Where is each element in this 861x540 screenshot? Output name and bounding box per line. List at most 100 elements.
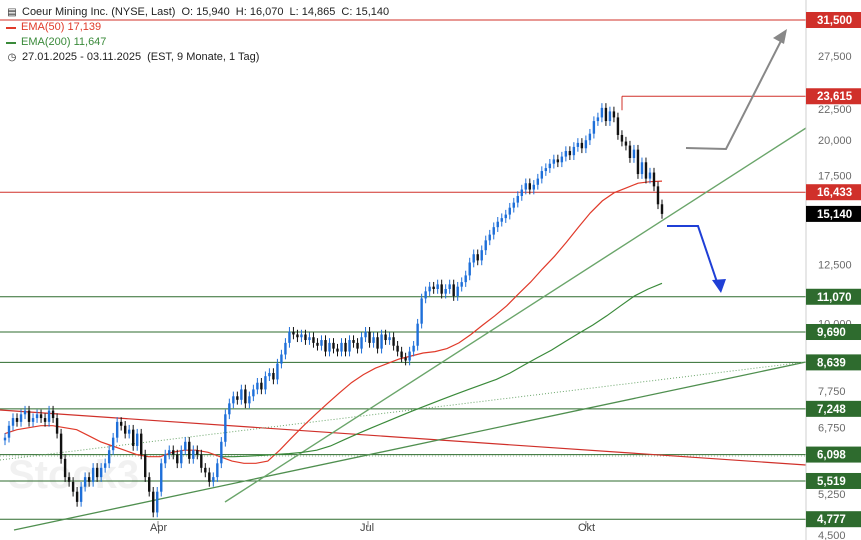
ema200-value: 11,647	[73, 36, 107, 48]
candle-body	[464, 275, 467, 283]
candle-body	[608, 111, 612, 122]
period-detail: (EST, 9 Monate, 1 Tag)	[147, 51, 260, 63]
candle-body	[87, 477, 91, 482]
candle-body	[67, 477, 71, 482]
candle-body	[336, 348, 339, 352]
candle-body	[164, 454, 167, 464]
candle-body	[272, 372, 275, 380]
price-level-label: 9,690	[817, 327, 846, 339]
candle-body	[115, 421, 119, 438]
price-level-label: 23,615	[817, 91, 853, 103]
candle-body	[412, 345, 415, 352]
candle-body	[71, 481, 75, 492]
candle-body	[63, 458, 67, 478]
candle-body	[496, 221, 499, 228]
candle-body	[292, 331, 295, 335]
ema200-line	[220, 282, 663, 458]
candle-body	[508, 207, 511, 215]
candle-body	[612, 111, 616, 118]
candle-body	[248, 396, 251, 404]
candle-body	[260, 382, 263, 390]
price-level-badge	[806, 511, 861, 528]
price-level-badge	[806, 324, 861, 341]
y-tick-label: 7,750	[818, 386, 846, 398]
candle-body	[320, 340, 323, 346]
candle-body	[572, 146, 576, 156]
candle-body	[47, 410, 51, 422]
candle-body	[372, 337, 375, 343]
candle-body	[196, 450, 199, 455]
ema200-label: EMA(200)	[21, 36, 71, 48]
clock-icon: ◷	[7, 52, 17, 63]
legend-ema50-row[interactable]: EMA(50) 17,139	[6, 20, 389, 35]
candle-body	[592, 121, 596, 134]
candle-body	[584, 140, 588, 149]
candle-body	[548, 163, 552, 169]
candle-body	[340, 342, 343, 352]
ema200-swatch	[6, 41, 16, 44]
candle-body	[3, 437, 7, 441]
candle-body	[23, 410, 27, 415]
candle-body	[396, 345, 399, 352]
legend-period-row: ◷ 27.01.2025 - 03.11.2025 (EST, 9 Monate…	[6, 50, 389, 65]
candle-body	[476, 254, 479, 261]
candle-body	[135, 433, 139, 446]
candle-body	[188, 441, 191, 459]
candle-body	[332, 342, 335, 349]
price-level-badge	[806, 354, 861, 371]
candle-body	[316, 342, 319, 346]
candle-body	[644, 162, 648, 179]
candle-body	[444, 288, 447, 294]
y-tick-label: 6,750	[818, 423, 846, 435]
candle-body	[59, 433, 63, 459]
candle-body	[296, 334, 299, 338]
close-value: 15,140	[355, 6, 390, 18]
candle-body	[628, 145, 632, 159]
scenario-up-arrowhead	[773, 29, 787, 44]
candle-body	[111, 437, 115, 451]
y-tick-label: 22,500	[818, 104, 852, 116]
candle-body	[212, 477, 215, 482]
candle-body	[468, 262, 471, 276]
candle-body	[144, 454, 147, 478]
candle-body	[152, 491, 155, 513]
legend-ema200-row[interactable]: EMA(200) 11,647	[6, 35, 389, 50]
candle-body	[160, 463, 163, 492]
candle-body	[424, 291, 427, 299]
dotted-uptrend-line	[0, 361, 807, 461]
price-level-badge	[806, 184, 861, 201]
candle-body	[388, 337, 391, 341]
candle-body	[256, 382, 259, 390]
candle-body	[244, 389, 247, 404]
candle-body	[640, 162, 644, 175]
candle-body	[360, 337, 363, 349]
candle-body	[512, 202, 515, 208]
candle-body	[588, 133, 592, 141]
candle-body	[300, 334, 303, 338]
price-level-label: 11,070	[817, 292, 852, 304]
scenario-up-arrow	[685, 32, 786, 151]
y-tick-label: 17,500	[818, 171, 852, 183]
candle-body	[436, 284, 439, 289]
candle-body	[344, 342, 347, 352]
steep-uptrend-line	[224, 127, 807, 503]
candle-body	[236, 396, 239, 400]
x-tick-label: Okt	[578, 522, 595, 534]
candle-body	[432, 286, 435, 289]
y-tick-label: 5,250	[818, 489, 846, 501]
candle-body	[552, 159, 556, 164]
ema50-label: EMA(50)	[21, 21, 65, 33]
candle-body	[500, 218, 503, 222]
candle-body	[384, 334, 387, 341]
candle-body	[156, 491, 159, 513]
candle-body	[95, 467, 99, 478]
candle-body	[636, 149, 640, 175]
candle-body	[79, 486, 83, 502]
candle-body	[516, 195, 519, 203]
candle-body	[15, 418, 19, 422]
candle-body	[472, 254, 475, 263]
price-level-label: 8,639	[817, 357, 846, 369]
candle-body	[208, 472, 211, 482]
